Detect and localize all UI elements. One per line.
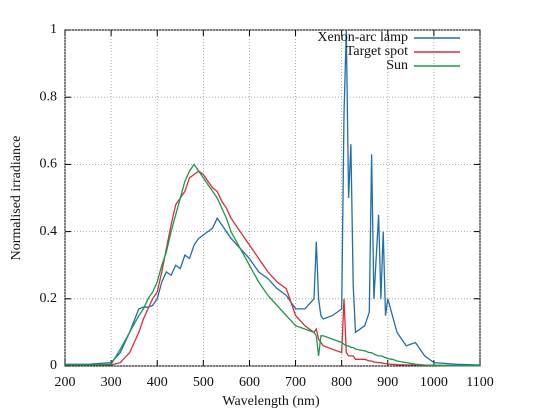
y-tick-label: 0 xyxy=(50,358,57,373)
legend-label: Sun xyxy=(386,58,408,73)
x-tick-label: 800 xyxy=(331,375,352,390)
x-tick-label: 200 xyxy=(55,375,76,390)
y-tick-label: 1 xyxy=(50,22,57,37)
x-tick-label: 600 xyxy=(239,375,260,390)
x-tick-label: 300 xyxy=(101,375,122,390)
y-tick-label: 0.2 xyxy=(40,291,58,306)
x-tick-label: 1000 xyxy=(420,375,448,390)
x-tick-label: 700 xyxy=(285,375,306,390)
y-tick-label: 0.4 xyxy=(40,224,58,239)
y-tick-label: 0.8 xyxy=(40,89,58,104)
plot-frame xyxy=(64,29,481,367)
y-tick-label: 0.6 xyxy=(40,157,58,172)
series-line xyxy=(65,163,480,367)
y-axis-label: Normalised irradiance xyxy=(9,136,24,261)
legend-label: Target spot xyxy=(346,44,408,59)
x-tick-label: 900 xyxy=(377,375,398,390)
series-line xyxy=(65,29,481,366)
x-tick-label: 500 xyxy=(193,375,214,390)
x-tick-label: 400 xyxy=(147,375,168,390)
x-tick-label: 1100 xyxy=(466,375,493,390)
legend-label: Xenon-arc lamp xyxy=(317,30,408,45)
x-axis-label: Wavelength (nm) xyxy=(222,394,320,409)
